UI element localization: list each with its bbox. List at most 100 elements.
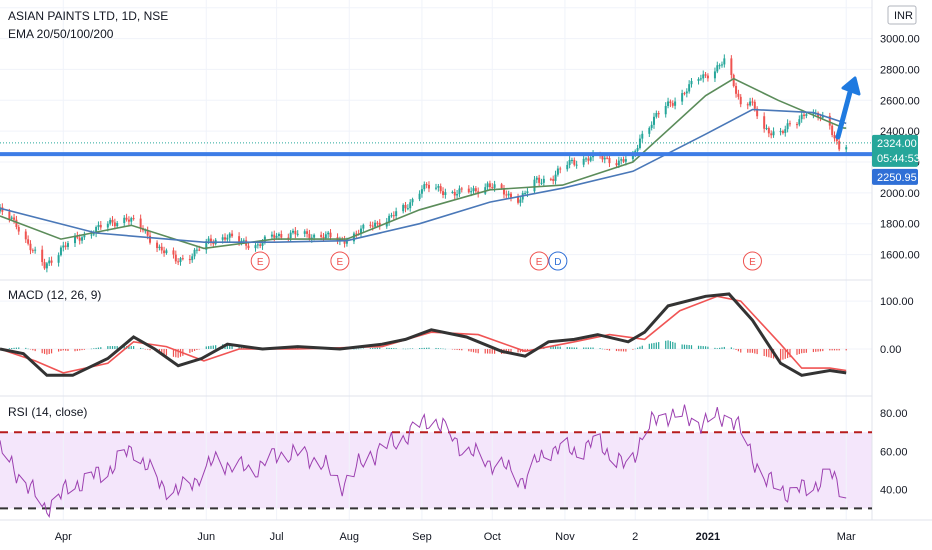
macd-hist-bar: [550, 346, 552, 349]
macd-hist-bar: [362, 348, 364, 349]
candle: [418, 193, 421, 200]
macd-hist-bar: [615, 348, 618, 352]
macd-hist-bar: [100, 347, 102, 349]
candle: [0, 207, 1, 212]
candle: [437, 186, 440, 188]
candle: [95, 227, 98, 234]
candle: [409, 202, 412, 209]
earnings-marker[interactable]: [250, 251, 270, 271]
macd-hist-bar: [472, 348, 475, 353]
candle: [674, 101, 677, 106]
candle: [146, 230, 149, 236]
macd-hist-bar: [716, 348, 718, 349]
candle: [390, 215, 393, 217]
candle: [327, 232, 330, 235]
candle: [538, 177, 541, 183]
macd-hist-bar: [205, 346, 207, 349]
candle: [289, 232, 292, 238]
candle: [765, 128, 768, 130]
macd-hist-bar: [451, 348, 454, 350]
candle: [275, 235, 278, 238]
ema-lines: [0, 77, 847, 250]
macd-hist-bar: [15, 347, 18, 349]
main-pane[interactable]: [0, 0, 872, 280]
macd-hist-bar: [123, 346, 125, 349]
candle: [821, 115, 824, 118]
candle: [31, 250, 34, 252]
macd-hist-bar: [444, 348, 446, 350]
symbol-title: ASIAN PAINTS LTD, 1D, NSE: [8, 9, 168, 23]
candle: [697, 78, 700, 81]
candle: [718, 65, 721, 67]
macd-hist-bar: [163, 348, 165, 355]
last-price-badge: 2324.00 05:44:53: [872, 134, 920, 167]
candle: [828, 115, 831, 126]
macd-hist-bar: [46, 348, 48, 355]
macd-hist-bar: [573, 347, 575, 349]
earnings-marker-letter: E: [749, 257, 756, 268]
macd-hist-bar: [231, 345, 233, 349]
candle: [224, 237, 227, 240]
candle: [723, 58, 726, 65]
time-axis-ticks: Apr Jun Jul Aug Sep Oct Nov 2 2021 Mar: [55, 531, 856, 543]
candle: [554, 174, 557, 181]
candle: [92, 233, 95, 235]
macd-hist-bar: [604, 348, 606, 350]
candle: [10, 217, 13, 219]
macd-hist-bar: [353, 348, 355, 350]
countdown-value: 05:44:53: [877, 153, 920, 165]
macd-hist-bar: [172, 348, 175, 357]
time-tick-label: Sep: [412, 531, 432, 543]
rsi-tick-label: 80.00: [880, 408, 908, 420]
candle: [749, 101, 752, 106]
candle: [835, 138, 838, 142]
earnings-marker[interactable]: [742, 251, 762, 271]
candle: [163, 250, 166, 254]
candle: [78, 237, 81, 241]
candle: [456, 194, 459, 196]
time-tick-label: Nov: [555, 531, 575, 543]
macd-hist-bar: [97, 347, 100, 349]
candle: [306, 231, 309, 234]
dividend-marker[interactable]: [548, 251, 568, 271]
candle: [739, 96, 742, 105]
candle: [442, 191, 445, 195]
candle: [470, 191, 473, 193]
macd-hist-bar: [606, 348, 608, 350]
last-price-value: 2324.00: [877, 138, 917, 150]
candle: [181, 258, 184, 260]
currency-box[interactable]: [887, 5, 917, 25]
candle: [435, 187, 437, 189]
macd-hist-bar: [29, 348, 32, 350]
candle: [76, 235, 79, 238]
macd-hist-bar: [81, 348, 83, 351]
candle: [242, 240, 245, 242]
macd-hist-bar: [109, 346, 111, 349]
candle: [669, 101, 672, 104]
candle: [540, 182, 543, 184]
earnings-marker[interactable]: [529, 251, 549, 271]
candle: [427, 184, 430, 189]
candle: [355, 233, 358, 235]
macd-hist-bar: [756, 348, 758, 355]
candle: [507, 193, 510, 196]
macd-hist-bar: [458, 348, 461, 351]
macd-hist-bar: [13, 347, 15, 349]
macd-hist-bar: [653, 342, 655, 349]
macd-hist-bar: [388, 347, 390, 349]
candle: [491, 187, 494, 189]
candle: [795, 124, 798, 126]
candle: [179, 258, 182, 262]
candle: [641, 133, 644, 139]
candle: [688, 84, 691, 92]
price-tick-label: 1600.00: [880, 250, 920, 262]
macd-hist-bar: [599, 348, 601, 349]
candle: [294, 230, 297, 235]
candle: [132, 218, 135, 220]
earnings-marker[interactable]: [330, 251, 350, 271]
macd-hist-bar: [440, 348, 442, 349]
candle: [24, 231, 27, 240]
macd-hist-bar: [740, 348, 742, 353]
macd-line: [0, 292, 847, 377]
